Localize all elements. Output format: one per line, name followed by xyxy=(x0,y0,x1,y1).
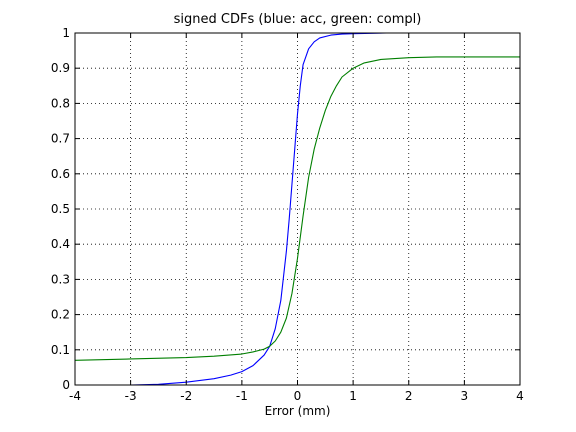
y-tick-label: 0.7 xyxy=(51,132,70,146)
x-tick-label: 2 xyxy=(405,389,413,403)
x-tick-label: -2 xyxy=(180,389,192,403)
y-tick-label: 0.2 xyxy=(51,308,70,322)
x-tick-label: 3 xyxy=(461,389,469,403)
series-line-compl xyxy=(74,56,520,361)
y-tick-label: 0.3 xyxy=(51,272,70,286)
x-tick-label: 4 xyxy=(516,389,524,403)
x-tick-label: 0 xyxy=(294,389,302,403)
plot-area xyxy=(74,32,520,386)
grid xyxy=(75,33,520,385)
y-tick-label: 0.4 xyxy=(51,237,70,251)
chart-title: signed CDFs (blue: acc, green: compl) xyxy=(174,12,422,27)
x-tick-label: -3 xyxy=(125,389,137,403)
y-tick-label: 0.1 xyxy=(51,343,70,357)
ticks: -4 -3 -2 -1 0 1 2 3 4 0 0.1 0.2 0.3 0.4 0.5 0.6 0.7 0.8 0.… xyxy=(51,26,524,403)
y-tick-label: 0.9 xyxy=(51,61,70,75)
y-tick-label: 0 xyxy=(62,378,70,392)
y-tick-label: 0.5 xyxy=(51,202,70,216)
x-axis-label: Error (mm) xyxy=(265,404,331,418)
x-tick-label: -4 xyxy=(69,389,81,403)
y-tick-label: 1 xyxy=(62,26,70,40)
y-tick-label: 0.8 xyxy=(51,96,70,110)
x-tick-label: -1 xyxy=(236,389,248,403)
series-line-acc xyxy=(130,32,520,386)
x-tick-label: 1 xyxy=(349,389,357,403)
y-tick-label: 0.6 xyxy=(51,167,70,181)
